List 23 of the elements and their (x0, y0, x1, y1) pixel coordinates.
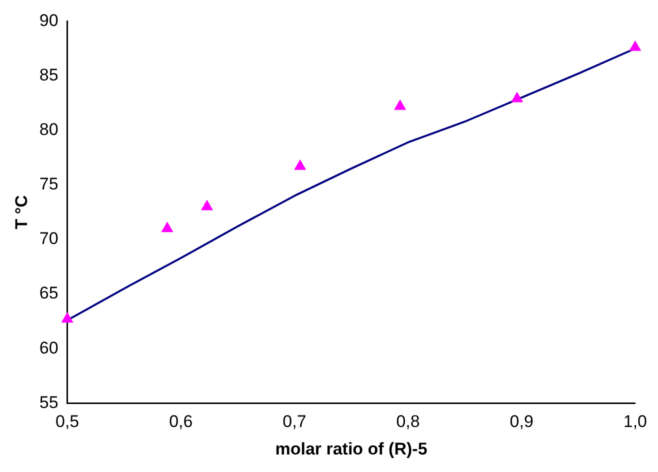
point (162, 222, 173, 232)
x-tick-label: 0,7 (282, 412, 306, 432)
y-tick-label: 60 (39, 338, 58, 358)
point (629, 40, 641, 51)
y-tick-label: 80 (39, 120, 58, 140)
y-tick-label: 90 (39, 10, 58, 30)
x-tick-label: 0,6 (169, 412, 193, 432)
y-tick-label: 75 (39, 174, 58, 194)
y-tick-label: 65 (39, 284, 58, 303)
point (394, 100, 406, 110)
y-axis-title: T °C (12, 195, 31, 230)
x-tick-label: 1,0 (623, 412, 648, 432)
x-axis-title: molar ratio of (R)-5 (275, 439, 428, 458)
x-tick-label: 0,8 (396, 412, 420, 432)
point (201, 200, 213, 210)
x-tick-label: 0,9 (510, 412, 534, 432)
y-tick-label: 70 (39, 229, 58, 248)
point (62, 312, 74, 323)
point (511, 92, 523, 102)
x-tick-label: 0,5 (55, 412, 80, 432)
y-tick-label: 85 (39, 65, 58, 84)
y-tick-label: 55 (39, 392, 58, 412)
point (294, 160, 306, 170)
